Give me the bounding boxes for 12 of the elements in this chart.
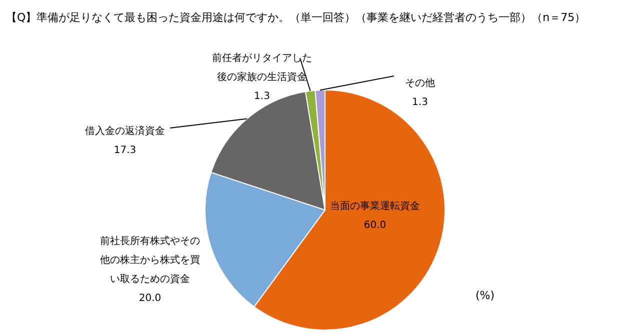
slice-label: 前任者がリタイアした後の家族の生活資金: [212, 52, 312, 83]
data-label: 1.3: [412, 97, 428, 108]
data-label: 60.0: [364, 220, 386, 231]
data-label: 17.3: [114, 145, 136, 156]
text: (%): [475, 289, 495, 302]
slice-label: 当面の事業運転資金: [330, 200, 420, 212]
slice-label: 前社長所有株式やその他の株主から株式を買い取るための資金: [100, 235, 200, 285]
slice-label: 借入金の返済資金: [85, 125, 165, 137]
chart-title: 【Q】準備が足りなくて最も困った資金用途は何ですか。（単一回答）（事業を継いだ経営者のうち一部）（n＝75）: [6, 11, 586, 24]
data-label: 1.3: [254, 91, 270, 102]
slice-label: その他: [405, 77, 435, 89]
data-label: 20.0: [138, 293, 162, 304]
